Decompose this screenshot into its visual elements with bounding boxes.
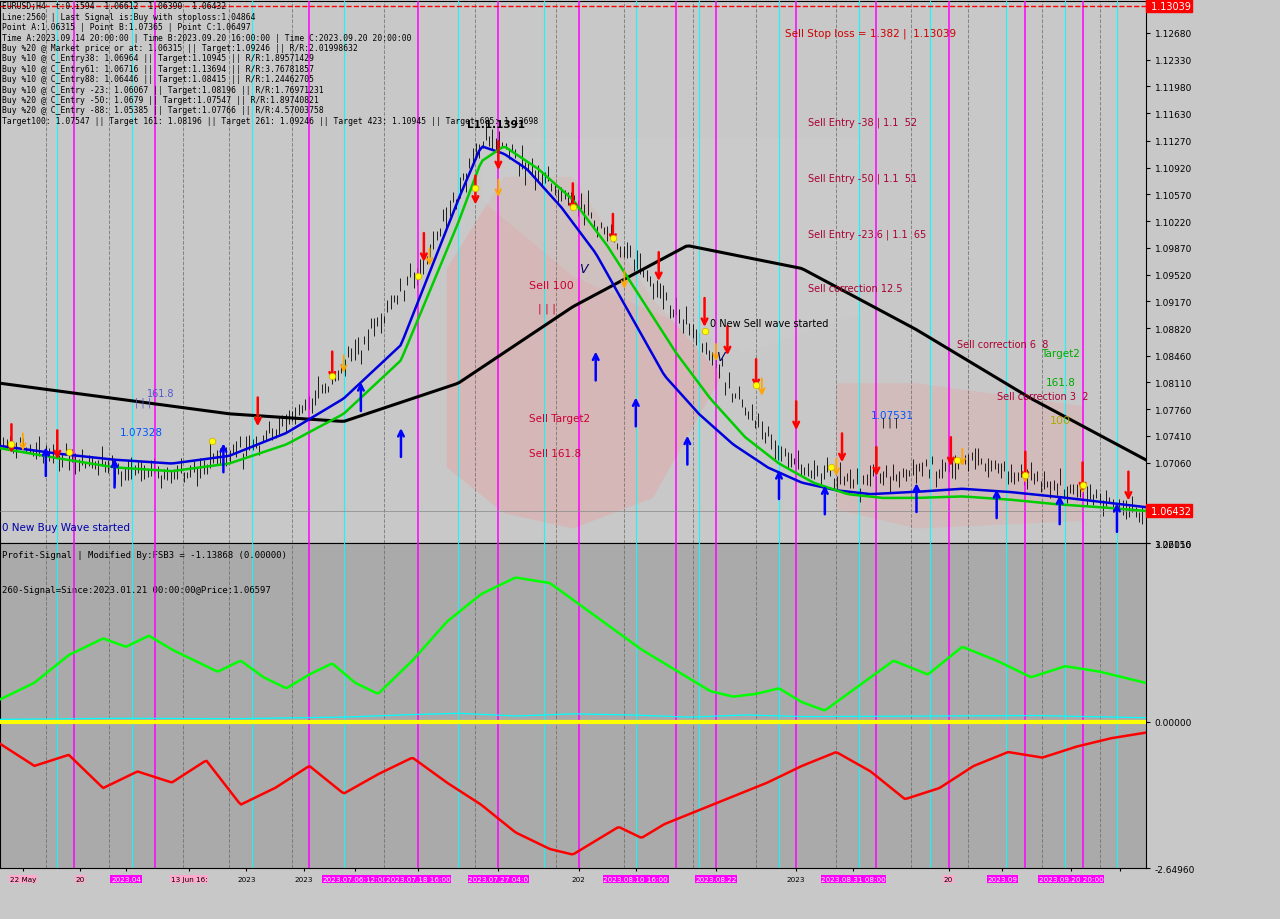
Text: 161.8: 161.8 <box>147 389 174 399</box>
Text: 0 New Buy Wave started: 0 New Buy Wave started <box>3 523 131 532</box>
Text: 161.8: 161.8 <box>1046 378 1075 387</box>
Point <box>1073 478 1093 493</box>
Text: L1.1.1391: L1.1.1391 <box>467 119 525 130</box>
Point <box>465 182 485 197</box>
Text: 1.13039: 1.13039 <box>1148 2 1190 12</box>
Text: 1.07328: 1.07328 <box>120 427 164 437</box>
Text: Sell correction 12.5: Sell correction 12.5 <box>808 284 902 294</box>
Text: V: V <box>579 263 588 276</box>
Text: | | |: | | | <box>136 397 151 408</box>
Text: MARKEZI: MARKEZI <box>152 230 718 337</box>
Text: Target2: Target2 <box>1042 349 1080 359</box>
Text: Sell 100: Sell 100 <box>529 280 573 290</box>
Text: Sell 161.8: Sell 161.8 <box>529 448 581 459</box>
Polygon shape <box>481 140 859 353</box>
Point <box>694 324 714 339</box>
Point <box>323 369 343 383</box>
Text: V: V <box>716 351 724 364</box>
Text: 100: 100 <box>1051 415 1071 425</box>
Text: Sell Entry -38 | 1.1  52: Sell Entry -38 | 1.1 52 <box>808 118 916 128</box>
Polygon shape <box>447 177 722 529</box>
Text: Profit-Signal | Modified By:FSB3 = -1.13868 (0.00000): Profit-Signal | Modified By:FSB3 = -1.13… <box>3 550 287 559</box>
Point <box>1015 468 1036 482</box>
Point <box>202 434 223 448</box>
Point <box>603 232 623 246</box>
Text: | | |: | | | <box>882 417 899 427</box>
Text: 260-Signal=Since:2023.01.21 00:00:00@Price:1.06597: 260-Signal=Since:2023.01.21 00:00:00@Pri… <box>3 585 271 595</box>
Point <box>1 437 22 452</box>
Point <box>946 453 966 468</box>
Text: EURUSD;H4  t:0.i594  1.06612  1.06390  1.06432
Line:2560 | Last Signal is:Buy wi: EURUSD;H4 t:0.i594 1.06612 1.06390 1.064… <box>3 3 539 126</box>
Text: Sell Stop loss = 1.382 |  1.13039: Sell Stop loss = 1.382 | 1.13039 <box>785 28 956 39</box>
Text: Sell Entry -50 | 1.1  51: Sell Entry -50 | 1.1 51 <box>808 174 916 184</box>
Point <box>408 269 429 284</box>
Point <box>746 378 767 392</box>
Text: 1.06432: 1.06432 <box>1148 506 1190 516</box>
Text: Sell Entry -23.6 | 1.1  65: Sell Entry -23.6 | 1.1 65 <box>808 229 925 240</box>
Text: 0 New Sell wave started: 0 New Sell wave started <box>710 319 828 328</box>
Text: Sell correction 6  8: Sell correction 6 8 <box>956 339 1048 349</box>
Point <box>59 445 79 460</box>
Point <box>820 460 841 475</box>
Text: 1.07531: 1.07531 <box>870 410 914 420</box>
Text: Sell Target2: Sell Target2 <box>529 414 590 424</box>
Text: | | |: | | | <box>539 303 557 313</box>
Text: Sell correction 3  2: Sell correction 3 2 <box>997 391 1088 401</box>
Polygon shape <box>836 384 1083 529</box>
Point <box>563 200 584 215</box>
